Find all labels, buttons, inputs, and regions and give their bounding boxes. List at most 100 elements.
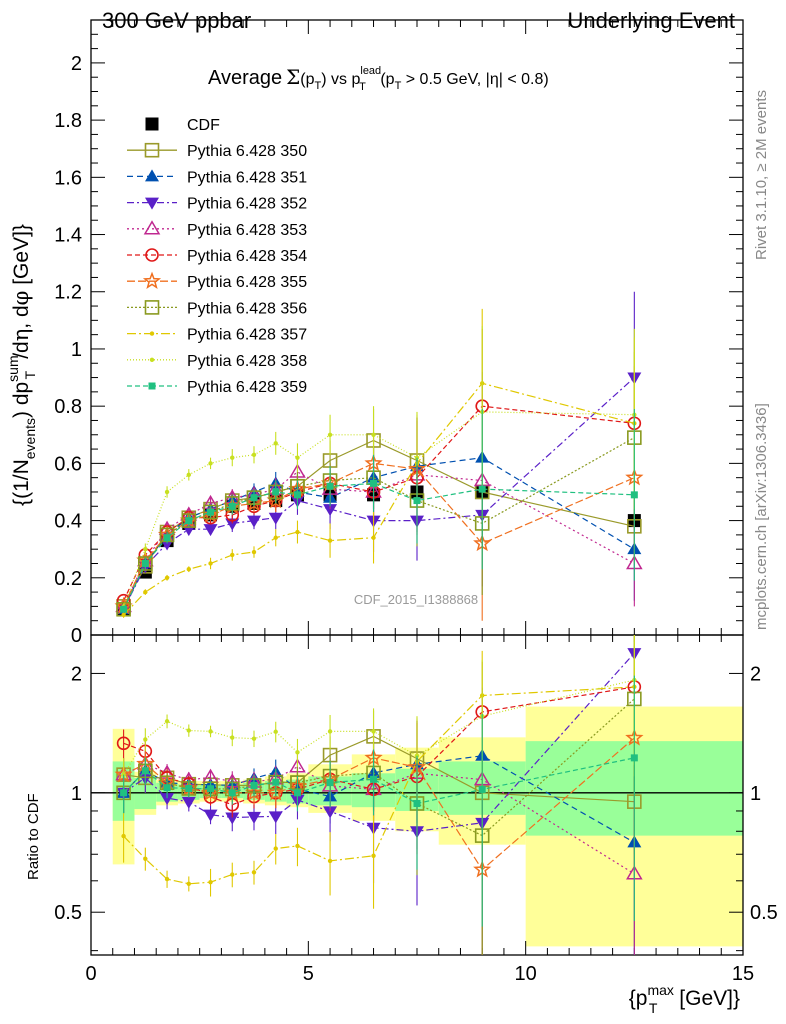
ratio-point (327, 858, 333, 864)
data-point (295, 455, 300, 460)
ratio-tick-label-right: 0.5 (750, 902, 778, 924)
data-point (203, 524, 218, 537)
y-axis-label-main: {(1/Nevents) dpsumT/dη, dφ [GeV]} (5, 224, 38, 506)
data-point (141, 559, 149, 567)
data-point (143, 589, 148, 595)
data-point (186, 567, 191, 572)
data-point (273, 441, 278, 446)
ratio-point (181, 796, 196, 809)
plot-title: Average Σ(pT) vs plead T (pT > 0.5 GeV, |η… (208, 65, 549, 93)
band-inner-bin (134, 777, 157, 810)
legend-label: Pythia 6.428 358 (187, 353, 307, 370)
legend-entry-353: Pythia 6.428 353 (127, 220, 307, 239)
ratio-point (163, 784, 171, 792)
data-point (327, 432, 333, 437)
ratio-tick-label: 0.5 (54, 902, 82, 924)
series-line (123, 482, 635, 610)
ratio-tick-label: 1 (71, 783, 82, 805)
data-point (371, 535, 376, 540)
series-line (123, 471, 635, 607)
data-point (371, 432, 376, 437)
legend-label: Pythia 6.428 353 (187, 222, 307, 239)
data-point (370, 479, 378, 487)
data-point (121, 612, 126, 618)
data-point (143, 546, 148, 552)
ratio-point (295, 843, 300, 849)
series-line (123, 411, 635, 607)
x-tick-label: 10 (515, 963, 537, 985)
data-point (164, 575, 170, 580)
series-350 (116, 409, 642, 614)
y-tick-label: 1.6 (54, 167, 82, 189)
ratio-point (143, 856, 148, 861)
series-354 (116, 328, 642, 608)
ratio-point (273, 846, 278, 851)
ratio-point (273, 729, 278, 734)
legend-entry-354: Pythia 6.428 354 (127, 248, 307, 265)
y-tick-label: 0.6 (54, 453, 82, 475)
data-point (230, 552, 235, 558)
ratio-series-line (123, 686, 635, 885)
y-tick-label: 0.8 (54, 396, 82, 418)
ratio-point (327, 729, 333, 734)
ratio-tick-label: 2 (71, 663, 82, 685)
ratio-point (228, 789, 236, 797)
ratio-point (207, 785, 215, 793)
ratio-point (121, 833, 126, 839)
data-point (230, 455, 235, 460)
legend-entry-CDF: CDF (145, 117, 220, 134)
data-point (268, 512, 283, 525)
legend-entry-352: Pythia 6.428 352 (127, 196, 307, 213)
ratio-point (371, 729, 376, 734)
data-point (413, 497, 421, 505)
series-353 (115, 394, 643, 613)
ratio-point (247, 811, 261, 824)
y-tick-label: 1 (71, 339, 82, 361)
main-panel-series (114, 291, 644, 621)
legend-marker (143, 220, 161, 235)
series-359 (120, 409, 638, 613)
legend-label: Pythia 6.428 351 (187, 169, 307, 186)
data-point (181, 513, 197, 528)
y-tick-label: 1.4 (54, 225, 82, 247)
data-point (208, 461, 213, 466)
data-point (327, 538, 333, 543)
data-point (478, 485, 486, 493)
ratio-point (371, 853, 376, 858)
data-point (203, 504, 218, 520)
ratio-point (164, 876, 170, 882)
y-tick-label: 0.4 (54, 511, 82, 533)
ratio-series-line (123, 757, 635, 805)
series-line (123, 439, 635, 607)
ratio-point (230, 872, 235, 877)
legend: CDF Pythia 6.428 350 Pythia 6.428 351 Pythi… (127, 117, 307, 396)
header-left: 300 GeV ppbar (102, 8, 251, 33)
y-tick-label: 0 (71, 625, 82, 647)
data-point (208, 561, 213, 566)
legend-marker (144, 142, 160, 158)
data-point (163, 534, 171, 542)
ratio-tick-label-right: 1 (750, 783, 761, 805)
ratio-point (141, 767, 149, 775)
ratio-point (160, 793, 175, 806)
ratio-point (268, 811, 283, 824)
data-point (185, 517, 193, 525)
ratio-point (186, 728, 191, 733)
ratio-point (323, 806, 338, 819)
x-tick-label: 15 (732, 963, 754, 985)
data-point (120, 605, 128, 613)
ratio-point (295, 750, 300, 755)
data-point (273, 535, 278, 540)
legend-label: Pythia 6.428 350 (187, 143, 307, 160)
ratio-point (413, 799, 421, 807)
y-tick-label: 1.2 (54, 282, 82, 304)
legend-entry-359: Pythia 6.428 359 (127, 379, 307, 396)
legend-label: Pythia 6.428 355 (187, 274, 307, 291)
data-point (225, 518, 240, 531)
legend-marker (149, 331, 155, 336)
ratio-point (272, 778, 280, 786)
ratio-point (116, 736, 131, 751)
y-tick-label: 1.8 (54, 110, 82, 132)
